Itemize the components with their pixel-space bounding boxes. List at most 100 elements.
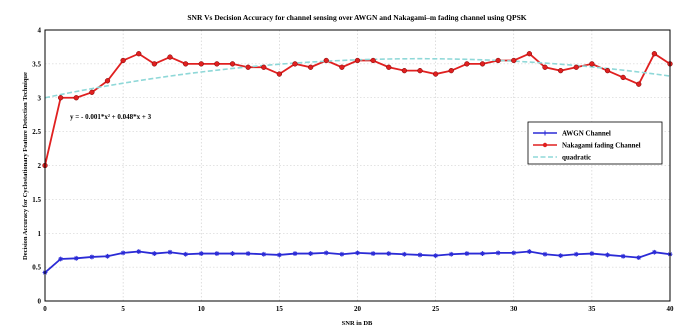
awgn-point [183,251,189,257]
y-tick-label: 0 [38,298,42,306]
awgn-point [198,251,204,256]
awgn-point [245,251,251,256]
y-tick-label: 0.5 [32,264,41,272]
nakagami-point [401,68,408,74]
nakagami-point [323,57,329,64]
awgn-point [526,249,532,254]
nakagami-point [57,95,64,101]
nakagami-point [182,61,189,67]
x-axis-label: SNR in DB [342,320,373,327]
nakagami-point [542,64,548,70]
awgn-point [105,253,110,259]
awgn-point [339,251,345,257]
awgn-point [386,251,392,256]
awgn-point [58,256,64,262]
legend-items: AWGN Channel Nakagami fading Channel quadr… [533,130,641,162]
awgn-point [542,251,548,257]
nakagami-point [104,78,111,84]
awgn-point [636,255,642,261]
x-tick-label: 10 [198,305,206,313]
nakagami-point [636,81,642,87]
nakagami-point [276,71,283,77]
nakagami-point [120,57,126,64]
nakagami-point [354,57,361,64]
nakagami-point [432,71,439,77]
x-tick-label: 5 [121,305,125,313]
x-tick-label: 40 [667,305,675,313]
plot-frame [44,29,671,302]
x-tick-label: 30 [510,305,518,313]
awgn-point [605,252,610,258]
legend: AWGN Channel Nakagami fading Channel quadr… [527,121,663,165]
awgn-point [417,252,423,258]
awgn-point [448,251,454,257]
fit-equation-annotation: y = - 0.001*x² + 0.048*x + 3 [70,113,152,121]
awgn-point [511,250,517,256]
nakagami-point [214,61,220,67]
nakagami-point [620,74,626,81]
awgn-point [261,251,267,257]
awgn-point [620,253,626,259]
nakagami-point [526,51,533,57]
awgn-point [167,249,173,255]
awgn-point [214,251,220,256]
nakagami-point [151,61,158,67]
nakagami-point [73,95,79,101]
awgn-point [355,250,360,256]
awgn-point [651,249,657,255]
awgn-point [136,249,142,254]
series-markers [42,51,673,275]
y-axis-label: Decision Accuracy for Cyclostationary Fe… [22,72,29,260]
x-tick-label: 25 [432,305,440,313]
awgn-point [401,251,407,257]
nakagami-point [292,61,298,67]
nakagami-point [511,57,517,64]
awgn-point [589,251,595,256]
grid-lines [45,30,670,301]
awgn-point [558,253,564,259]
awgn-point [323,250,329,256]
nakagami-point [386,64,392,70]
nakagami-point [307,64,314,70]
legend-entry-label: AWGN Channel [562,130,611,138]
nakagami-point [573,64,579,70]
legend-marker [542,142,548,148]
nakagami-point [604,68,611,74]
x-tick-label: 15 [276,305,284,313]
nakagami-point [417,68,423,74]
nakagami-point [167,54,173,60]
y-tick-label: 1.5 [32,196,41,204]
awgn-point [433,253,439,259]
y-tick-label: 1 [38,230,42,238]
nakagami-point [261,64,267,70]
nakagami-point [89,89,95,95]
awgn-point [276,252,282,258]
nakagami-point [479,61,486,67]
awgn-point [573,251,579,257]
awgn-point [73,255,79,261]
y-tick-label: 3 [38,94,42,102]
awgn-point [480,251,485,256]
awgn-point [370,251,376,256]
nakagami-point [198,61,204,67]
nakagami-point [448,68,454,74]
awgn-point [308,251,314,256]
nakagami-point [229,61,236,67]
y-tick-label: 2 [38,162,42,170]
nakagami-point [136,51,142,57]
x-axis-ticks: 0 5 10 15 20 25 30 35 40 [43,305,674,313]
y-tick-label: 3.5 [32,60,41,68]
nakagami-point [339,64,345,70]
awgn-point [464,251,470,256]
chart-title: SNR Vs Decision Accuracy for channel sen… [187,13,526,22]
nakagami-point [495,57,501,64]
awgn-point [89,254,95,260]
nakagami-point [245,64,251,70]
awgn-point [230,251,235,256]
awgn-point [151,251,157,256]
awgn-point [120,250,126,256]
x-tick-label: 0 [43,305,47,313]
y-axis-ticks: 0 0.5 1 1.5 2 2.5 3 3.5 4 [32,27,41,306]
